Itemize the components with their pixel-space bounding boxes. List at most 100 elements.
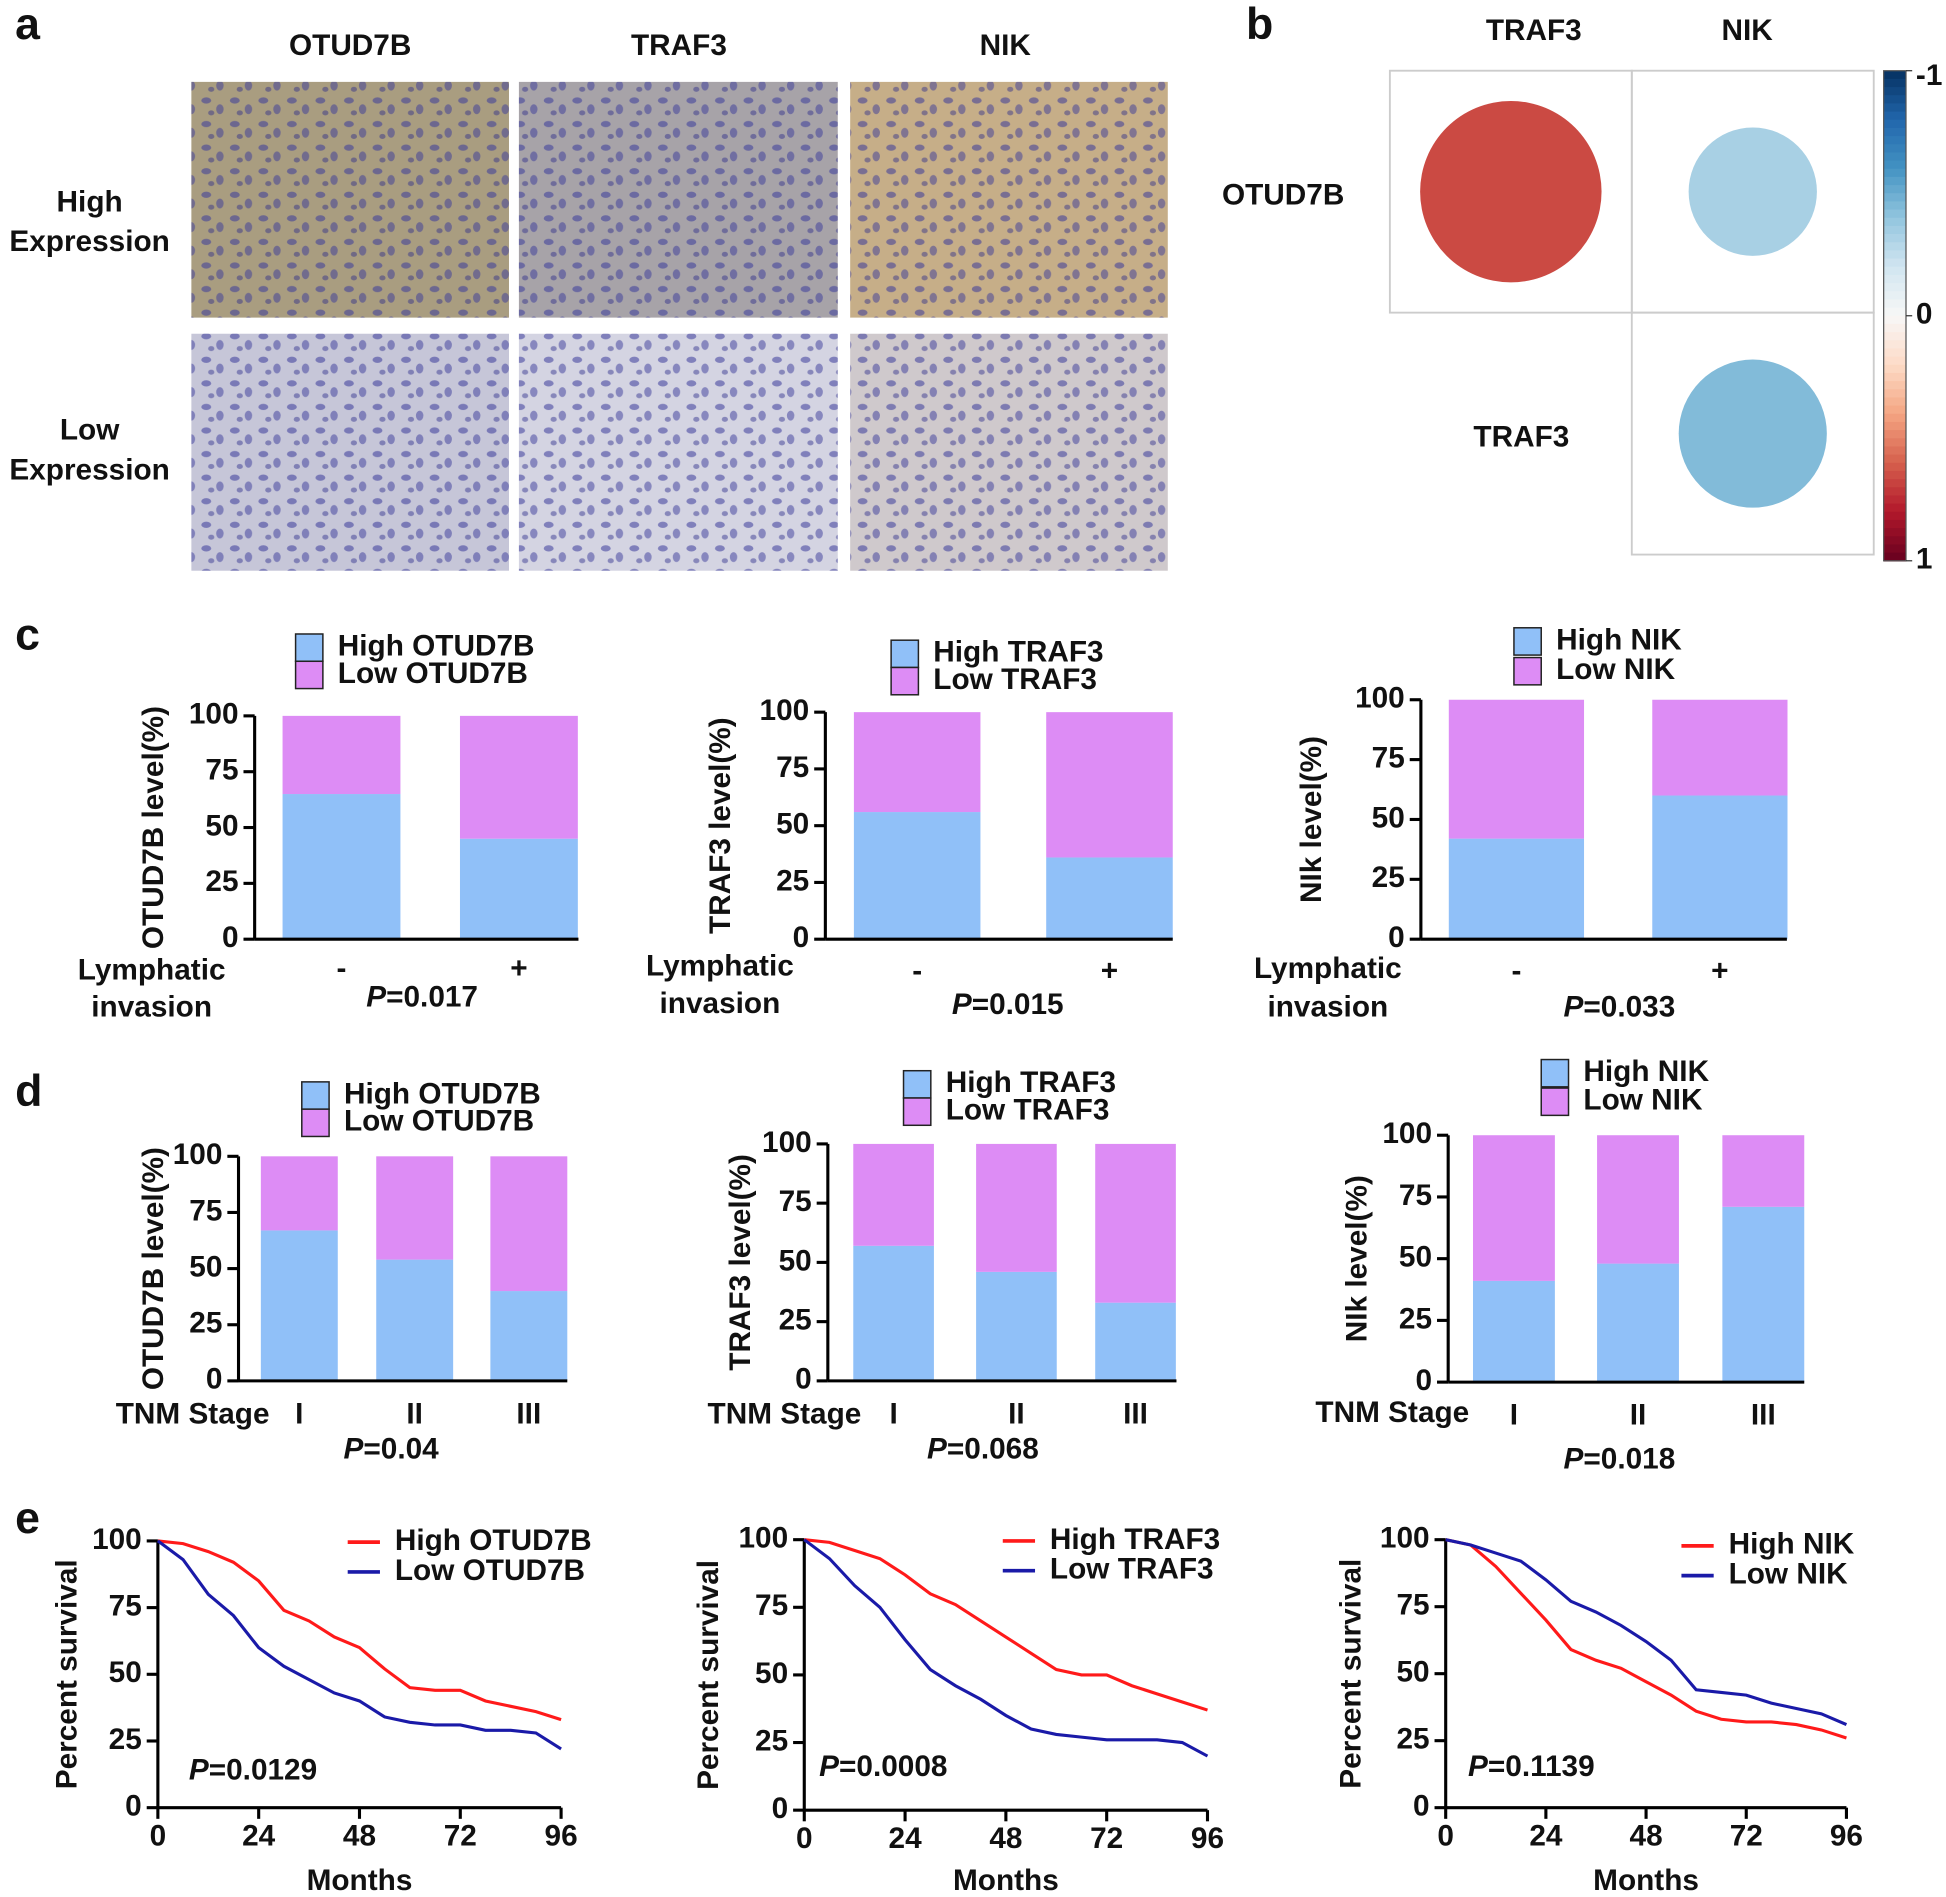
legend-swatch [1513,627,1542,656]
y-tick-label: 100 [738,1522,788,1555]
legend-label: Low TRAF3 [1050,1553,1214,1586]
colorbar-segment [1883,307,1906,317]
x-tick-label: - [1511,955,1521,988]
colorbar-segment [1883,503,1906,513]
x-axis-label: Lymphatic [1254,952,1402,985]
legend-swatch [1540,1087,1570,1117]
legend-label: High TRAF3 [946,1066,1116,1099]
p-value: P=0.017 [366,981,478,1014]
y-tick-label: 50 [1399,1241,1432,1274]
x-axis-label: Months [307,1864,413,1897]
legend-swatch [1513,656,1542,686]
x-tick-label: + [1101,955,1118,988]
legend-swatch [294,633,324,663]
legend-swatch [301,1108,330,1138]
x-tick-label: I [295,1397,303,1430]
y-tick-label: 100 [92,1523,142,1556]
x-tick-label: 0 [150,1819,167,1852]
x-tick-label: 0 [796,1822,813,1855]
colorbar-segment [1883,103,1906,113]
corr-circle [1678,359,1827,508]
colorbar-segment [1883,430,1906,440]
x-tick-label: III [1751,1399,1776,1432]
bar-segment [976,1271,1057,1381]
colorbar-segment [1883,454,1906,464]
colorbar-segment [1883,95,1906,105]
x-axis-label: TNM Stage [1315,1396,1469,1429]
colorbar-segment [1883,372,1906,382]
y-tick-label: 0 [1415,1364,1432,1397]
survival-curve [156,1539,562,1751]
bar-segment [260,1230,338,1381]
colorbar-segment [1883,332,1906,342]
ihc-texture [191,333,509,571]
y-tick-label: 50 [755,1657,788,1690]
colorbar-segment [1883,544,1906,554]
colorbar-segment [1883,479,1906,489]
ihc-texture [518,333,838,571]
x-tick-label: + [1711,955,1728,988]
bar-segment [1597,1135,1679,1264]
colorbar-segment [1883,274,1906,284]
colorbar-segment [1883,413,1906,423]
legend-label: Low OTUD7B [344,1105,534,1138]
colorbar-segment [1883,397,1906,407]
y-tick-label: 75 [755,1589,788,1622]
colorbar-segment [1883,168,1906,178]
p-value: P=0.0129 [189,1754,317,1787]
row-label: TRAF3 [1473,420,1569,453]
y-tick-label: 25 [776,864,809,897]
bar-segment [1095,1302,1176,1381]
x-tick-label: 24 [242,1819,276,1852]
colorbar-segment [1883,266,1906,276]
cell-border [1630,311,1875,556]
survival-curve [803,1538,1209,1758]
colorbar-segment [1883,323,1906,333]
ihc-texture [850,333,1168,571]
colorbar-segment [1883,136,1906,145]
bar-segment [260,1156,338,1231]
colorbar-segment [1883,78,1906,88]
x-axis-label: Lymphatic [646,950,794,983]
panel-letter: b [1246,0,1273,49]
bar-segment [1722,1206,1805,1383]
y-tick-label: 50 [1396,1656,1429,1689]
colorbar-segment [1883,364,1906,374]
bar-segment [282,794,401,940]
row-label: Low [60,414,120,447]
y-axis-label: Percent survival [692,1560,725,1790]
corr-circle [1420,100,1602,283]
y-tick-label: 0 [793,921,810,954]
legend-label: High TRAF3 [933,636,1103,669]
colorbar-segment [1883,283,1906,292]
row-label: High [57,185,123,218]
legend-swatch [1540,1058,1570,1088]
legend-label: Low NIK [1583,1084,1703,1117]
colorbar-segment [1883,381,1906,391]
colorbar-segment [1883,242,1906,252]
x-axis-label: TNM Stage [116,1397,270,1430]
y-tick-label: 75 [1372,741,1405,774]
bar-segment [459,838,578,940]
y-tick-label: 100 [760,694,810,727]
x-tick-label: 96 [1191,1822,1224,1855]
legend-swatch [902,1069,932,1099]
y-tick-label: 100 [1355,682,1405,715]
x-tick-label: 48 [989,1822,1022,1855]
y-tick-label: 75 [1399,1179,1432,1212]
p-value: P=0.015 [952,988,1064,1021]
y-tick-label: 0 [1388,921,1405,954]
legend-swatch [294,660,324,690]
x-axis-label: Months [953,1864,1059,1897]
bar-segment [1652,699,1788,796]
colorbar-segment [1883,111,1906,121]
colorbar-segment [1883,152,1906,162]
y-tick-label: 25 [1396,1723,1429,1756]
y-tick-label: 25 [109,1723,142,1756]
legend-label: High OTUD7B [344,1077,541,1110]
colorbar-segment [1883,144,1906,154]
colorbar-segment [1883,487,1906,497]
colorbar-segment [1883,70,1906,80]
legend-label: Low TRAF3 [946,1094,1110,1127]
y-tick-label: 100 [173,1138,223,1171]
